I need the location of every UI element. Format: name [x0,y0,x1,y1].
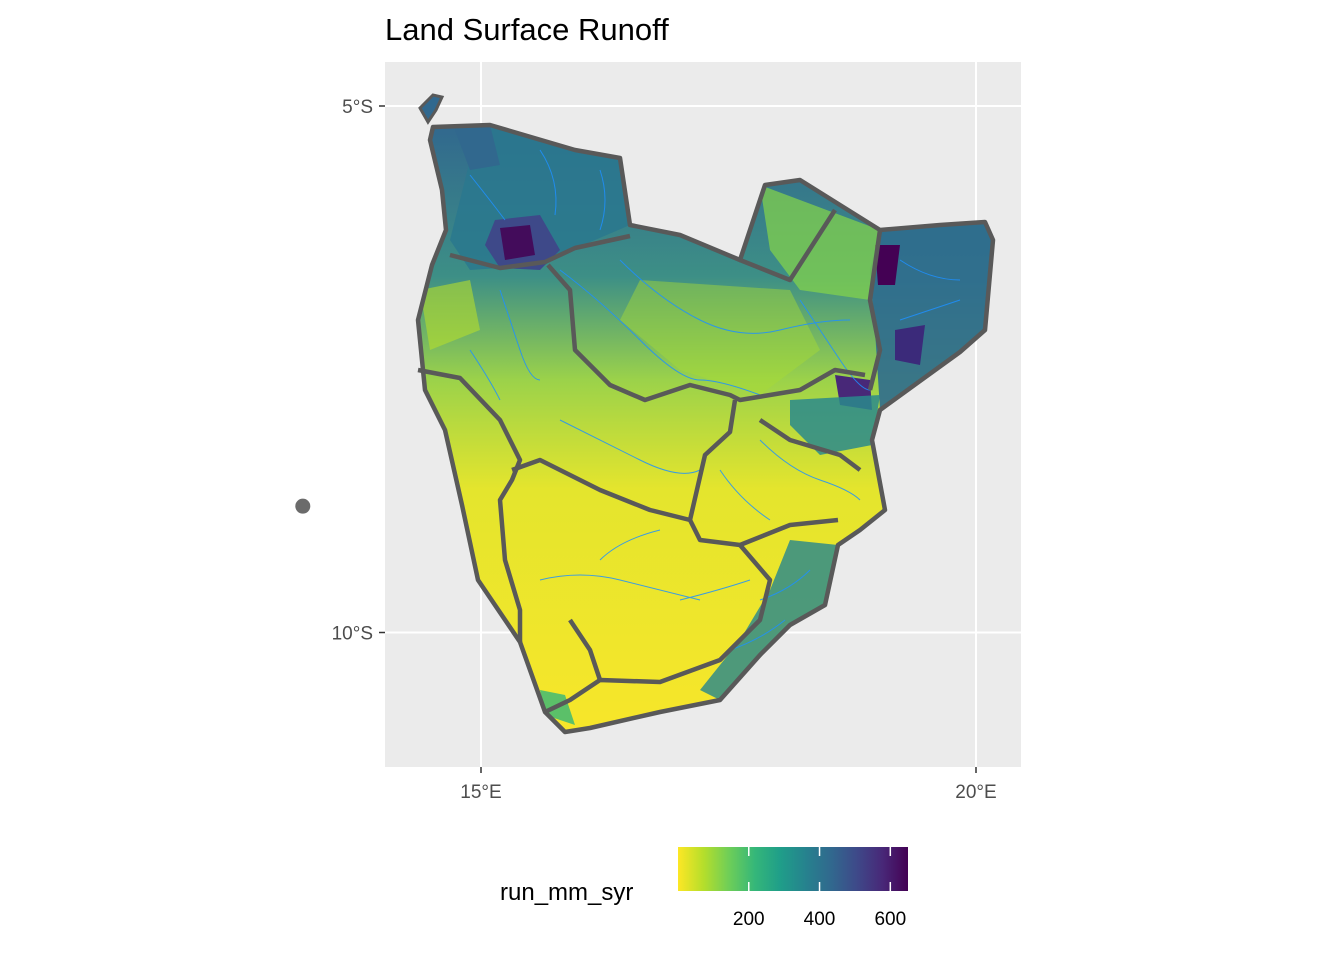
medium-runoff-angola-coast [420,280,480,350]
legend-tick-label: 400 [804,909,836,930]
river-line [899,259,961,281]
high-runoff-southeast-coast [700,540,838,700]
river-network [469,149,961,651]
cabinda-exclave [418,93,445,125]
basin-border [568,618,603,681]
map-title: Land Surface Runoff [385,12,669,47]
river-line [539,574,701,601]
y-tick-label: 5°S [342,97,373,118]
y-axis: 5°S10°S15°S20°S25°S30°S35°S [332,97,385,645]
legend: run_mm_syr 200 400 600 [500,847,908,930]
x-axis: 15°E20°E25°E30°E35°E40°E [460,767,997,803]
basin-border [544,543,773,715]
gauge-points [295,498,311,514]
river-line [599,169,606,231]
river-line [599,529,661,561]
river-line [469,174,506,221]
basin-border [739,208,837,283]
basin-boundaries [415,122,996,735]
basin-border [687,399,738,521]
river-line [539,149,557,216]
legend-tick-label: 600 [874,909,906,930]
legend-tick-label: 200 [733,909,765,930]
outer-boundary [415,122,996,735]
high-runoff-northwest [455,125,500,170]
river-line [799,299,871,391]
peak-runoff-patch-east-north [875,245,900,285]
medium-runoff-lake-region [760,185,880,300]
gauge-point [295,498,311,514]
medium-runoff-coast [790,395,880,455]
river-line [899,299,961,321]
river-line [729,619,786,651]
high-runoff-east [870,222,993,410]
river-line [679,579,751,601]
y-tick-label: 10°S [332,624,373,645]
basin-border [417,367,523,642]
river-line [759,439,861,501]
basin-border [758,418,862,472]
x-tick-label: 20°E [955,782,996,803]
river-line [619,259,851,334]
river-line [499,289,541,381]
river-line [719,469,771,521]
moderate-runoff-zambia [620,280,820,395]
river-line [559,269,761,396]
river-line [469,349,501,401]
runoff-raster-layer [418,93,993,732]
river-line [559,419,701,474]
peak-runoff-patch-west [500,225,535,260]
legend-ticks: 200 400 600 [733,847,906,930]
legend-title: run_mm_syr [500,879,633,906]
legend-colorbar [678,847,908,891]
basin-border [449,233,631,271]
peak-runoff-patch-east-mid [895,325,925,365]
basin-border [546,263,866,403]
x-tick-label: 15°E [460,782,501,803]
basin-border [867,229,883,391]
